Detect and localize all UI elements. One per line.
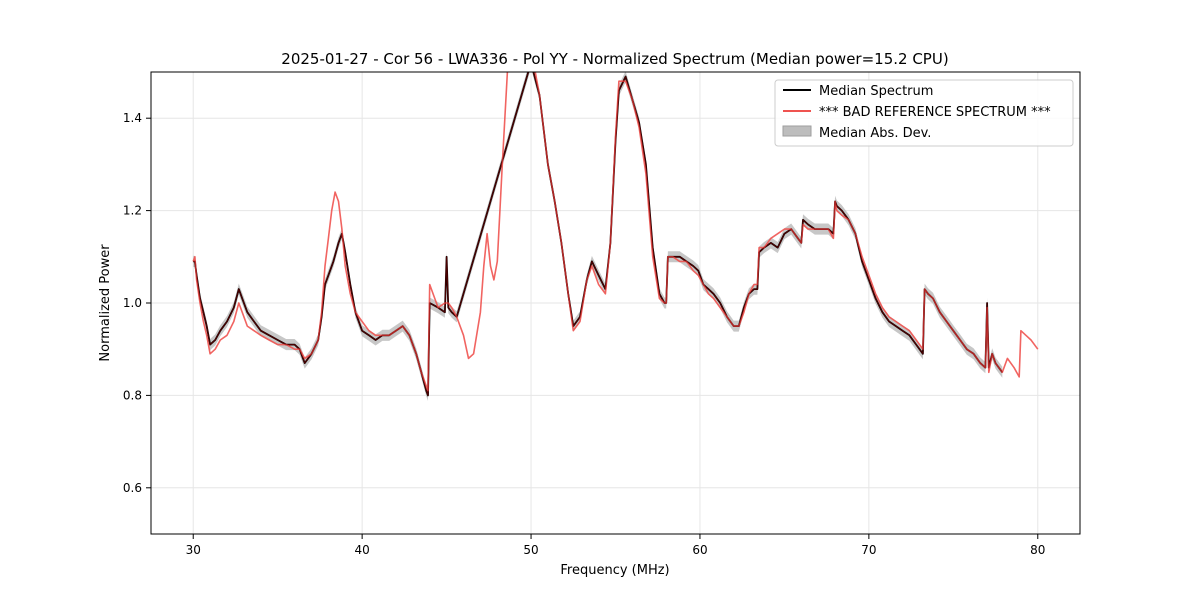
chart-title: 2025-01-27 - Cor 56 - LWA336 - Pol YY - … [281,50,948,68]
x-axis-label: Frequency (MHz) [560,563,669,578]
y-tick-label: 1.4 [123,111,142,125]
y-tick-label: 1.2 [123,204,142,218]
x-tick-label: 30 [186,543,201,557]
y-axis-label: Normalized Power [98,244,113,362]
y-tick-label: 0.6 [123,481,142,495]
legend-label-median: Median Spectrum [819,84,933,99]
legend-label-reference: *** BAD REFERENCE SPECTRUM *** [819,105,1051,120]
y-tick-label: 0.8 [123,388,142,402]
median-overlap-line [193,72,1003,396]
ticks: 30 40 50 60 70 80 0.6 0.8 1.0 1.2 1.4 [123,111,1046,557]
legend-box [774,79,1074,147]
y-tick-label: 1.0 [123,296,142,310]
legend-label-mad: Median Abs. Dev. [819,126,931,141]
plot-area [192,72,1039,401]
x-tick-label: 50 [523,543,538,557]
x-tick-label: 70 [861,543,876,557]
x-tick-label: 60 [692,543,707,557]
legend-swatch-mad [782,125,812,137]
x-tick-label: 80 [1030,543,1045,557]
legend: Median Spectrum *** BAD REFERENCE SPECTR… [774,79,1074,147]
x-tick-label: 40 [354,543,369,557]
